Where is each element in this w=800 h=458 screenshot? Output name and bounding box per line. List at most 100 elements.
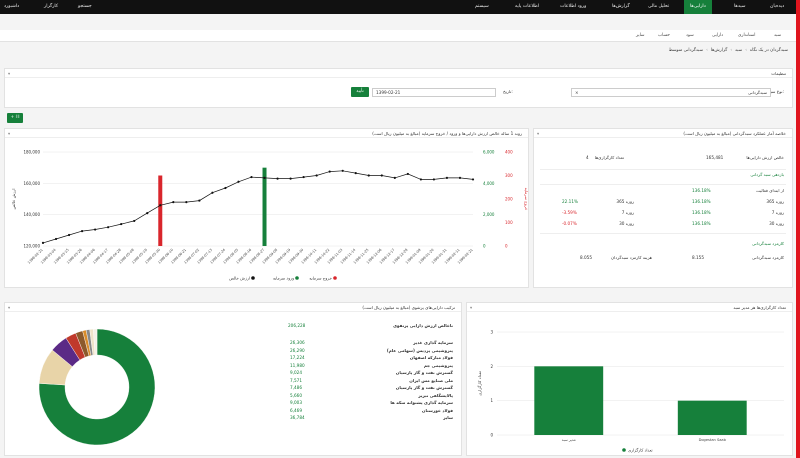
brand-logo: دیده‌بان xyxy=(770,4,785,9)
donut-hole xyxy=(66,356,128,418)
portfolio-row-name: سرمایه گذاری غدیر xyxy=(413,340,453,345)
y-tick-label-right: 300 xyxy=(505,173,513,178)
nav-point xyxy=(198,199,201,202)
trend-chart-panel: ▾ روند 1 ساله خالص ارزش دارایی‌ها و ورود … xyxy=(4,128,529,288)
return-row-value: 136.18% xyxy=(692,199,711,204)
y-tick-label-left: 120,000 xyxy=(23,244,40,249)
nav-item-reports[interactable]: گزارش‌ها xyxy=(612,4,630,9)
cost-value: 8.155 xyxy=(692,255,704,260)
nav-point xyxy=(120,222,123,226)
nav-item-data-entry[interactable]: ورود اطلاعات xyxy=(560,4,587,9)
nav-point xyxy=(419,178,422,181)
breadcrumb: سبدگردان در یک نگاه›سبد›گزارش‌ها›سبدگردا… xyxy=(668,48,788,53)
clear-icon[interactable]: × xyxy=(575,90,579,95)
nav-tab-sids[interactable]: سیدها xyxy=(734,4,746,9)
portfolio-total-label: ناخالص ارزش دارایی پرتفوی xyxy=(393,323,453,328)
return-row-value: 136.18% xyxy=(692,210,711,215)
y-tick-label-right: 100 xyxy=(505,220,513,225)
nav-point xyxy=(302,175,305,179)
submenu-province[interactable]: استانداری xyxy=(738,33,756,38)
portfolio-row-value: 26,290 xyxy=(290,347,305,353)
y-tick-label-right: 200 xyxy=(505,197,513,202)
submenu-profit[interactable]: سود xyxy=(686,33,694,38)
breadcrumb-item[interactable]: سبدگردان در یک نگاه xyxy=(749,48,788,53)
collapse-icon[interactable]: ▾ xyxy=(470,305,473,310)
collapse-icon[interactable]: ▾ xyxy=(537,131,540,136)
breadcrumb-item[interactable]: سبد xyxy=(735,48,743,53)
submenu-basket[interactable]: سبد xyxy=(774,33,782,38)
nav-item-assets[interactable]: دارایی‌ها xyxy=(684,0,712,14)
legend-marker xyxy=(333,276,337,280)
cost-title: کارمزد سبدگردانی xyxy=(752,241,784,246)
return-row-change: 22.11% xyxy=(562,199,578,204)
portfolio-row-name: فولاد مبارکه اصفهان xyxy=(409,355,453,360)
inflow-bar xyxy=(262,167,267,246)
breadcrumb-item[interactable]: سبدگردانی متوسط xyxy=(668,48,704,53)
portfolio-row-value: 9,003 xyxy=(290,400,302,405)
portfolio-row-value: 9,024 xyxy=(290,370,302,375)
collapse-icon[interactable]: ▾ xyxy=(8,71,11,76)
x-tick-label: Dogestan Saab xyxy=(699,438,727,442)
apply-button[interactable]: تأیید xyxy=(351,87,369,97)
trend-title: روند 1 ساله خالص ارزش دارایی‌ها و ورود /… xyxy=(372,131,522,136)
portfolio-row-value: 7,571 xyxy=(290,377,302,383)
return-row-change: -0.07% xyxy=(562,221,577,226)
legend-label: تعداد کارگزاری xyxy=(628,448,653,453)
portfolio-row-name: پتروشیمی پردیس (سهامی عام) xyxy=(386,347,453,353)
nav-item-dashboard[interactable]: داشبورد xyxy=(4,4,20,9)
y-tick-label: 2 xyxy=(490,364,493,369)
nav-point xyxy=(445,176,449,179)
submenu-asset[interactable]: دارایی xyxy=(712,33,724,38)
nav-point xyxy=(367,174,370,177)
brokers-title: تعداد کارگزاری‌ها هر مدیر سبد xyxy=(733,305,786,310)
nav-item-search[interactable]: جستجو xyxy=(78,4,92,9)
y-axis-label: تعداد کارگزاری xyxy=(477,371,482,396)
nav-item-analysis[interactable]: تحلیل مالی xyxy=(648,4,670,9)
portfolio-row-value: 26,306 xyxy=(290,340,305,345)
portfolio-row-name: پالایشگاهی تبریز xyxy=(418,392,453,398)
cost-label: کارمزد سبدگردانی xyxy=(752,255,784,260)
breadcrumb-item[interactable]: گزارش‌ها xyxy=(710,48,728,53)
submenu-account[interactable]: حساب xyxy=(658,33,670,38)
collapse-icon[interactable]: ▾ xyxy=(8,305,11,310)
nav-point xyxy=(250,175,253,179)
nav-point xyxy=(354,172,357,175)
return-row-label: 365 روزه xyxy=(616,199,634,204)
outflow-bar xyxy=(158,175,163,246)
nav-point xyxy=(107,226,110,229)
nav-point xyxy=(185,201,188,204)
summary-title: خلاصه آمار عملکرد سبدگردانی (مبالغ به می… xyxy=(683,131,786,136)
nav-item-broker[interactable]: کارگزار xyxy=(44,4,59,9)
add-button[interactable]: + ☷ xyxy=(7,113,23,123)
return-row-change: -3.59% xyxy=(562,210,577,215)
brokers-panel: ▾ تعداد کارگزاری‌ها هر مدیر سبد 0 1 2 3 تعداد… xyxy=(466,302,793,456)
nav-point xyxy=(432,178,436,181)
legend-label: ورود سرمایه xyxy=(273,276,294,281)
nav-item-basic-info[interactable]: اطلاعات پایه xyxy=(515,4,540,9)
y-tick-label-mid: 6,000 xyxy=(483,150,495,155)
nav-item-system[interactable]: سیستم xyxy=(475,4,489,9)
portfolio-row-name: پتروشیمی جم xyxy=(423,362,453,368)
nav-point xyxy=(263,176,266,179)
returns-title: بازدهی سبد گردانی xyxy=(750,172,784,177)
submenu-other[interactable]: سایر xyxy=(636,33,645,38)
nav-point xyxy=(393,176,396,179)
collapse-icon[interactable]: ▾ xyxy=(8,131,11,136)
return-row-label: 365 روزه xyxy=(766,199,784,204)
return-row-label: از ابتدای فعالیت xyxy=(755,188,784,193)
portfolio-row-value: 11,980 xyxy=(290,362,305,368)
date-input[interactable]: 1399-02-21 xyxy=(372,88,496,97)
portfolio-row-value: 36,784 xyxy=(290,415,305,420)
basket-type-select[interactable]: × سبدگردانی xyxy=(571,88,771,97)
trend-panel-header: ▾ روند 1 ساله خالص ارزش دارایی‌ها و ورود … xyxy=(5,129,528,138)
y-tick-label-left: 140,000 xyxy=(23,212,40,217)
nav-series-line xyxy=(42,170,474,244)
y-tick-label: 0 xyxy=(490,433,493,438)
y-tick-label-right: 0 xyxy=(505,244,508,249)
y-tick-label-right: 400 xyxy=(505,150,513,155)
filter-panel: ▾ تنظیمات نوع سبد: × سبدگردانی تاریخ: 1399… xyxy=(4,68,793,123)
portfolio-title: ترکیب دارایی‌های پرتفوی (مبالغ به میلیون… xyxy=(362,305,455,310)
nav-point xyxy=(276,177,279,180)
nav-point xyxy=(458,176,462,179)
broker-count-label: تعداد کارگزاری‌ها xyxy=(594,155,624,160)
